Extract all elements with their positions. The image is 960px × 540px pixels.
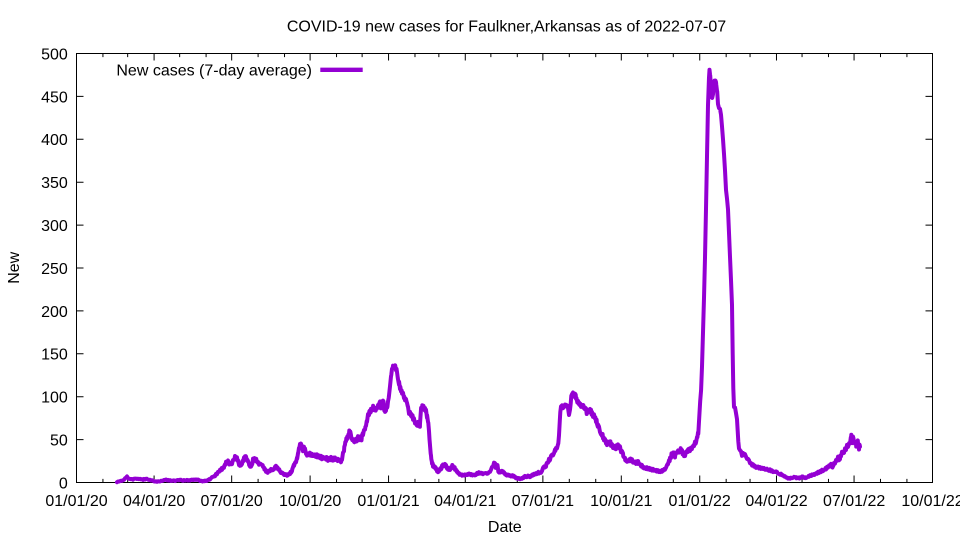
svg-text:500: 500 — [41, 46, 68, 63]
svg-text:50: 50 — [50, 433, 68, 450]
svg-text:400: 400 — [41, 132, 68, 149]
svg-text:450: 450 — [41, 89, 68, 106]
svg-text:01/01/21: 01/01/21 — [357, 493, 419, 510]
svg-text:0: 0 — [59, 475, 68, 492]
svg-text:200: 200 — [41, 304, 68, 321]
svg-text:250: 250 — [41, 261, 68, 278]
svg-text:01/01/20: 01/01/20 — [45, 493, 107, 510]
svg-text:04/01/21: 04/01/21 — [434, 493, 496, 510]
svg-text:04/01/22: 04/01/22 — [745, 493, 807, 510]
svg-text:07/01/21: 07/01/21 — [512, 493, 574, 510]
svg-text:Date: Date — [488, 519, 522, 536]
svg-text:300: 300 — [41, 218, 68, 235]
svg-text:07/01/20: 07/01/20 — [201, 493, 263, 510]
svg-text:COVID-19 new cases for Faulkne: COVID-19 new cases for Faulkner,Arkansas… — [287, 19, 726, 36]
svg-text:01/01/22: 01/01/22 — [669, 493, 731, 510]
svg-text:10/01/20: 10/01/20 — [279, 493, 341, 510]
svg-text:150: 150 — [41, 347, 68, 364]
svg-text:350: 350 — [41, 175, 68, 192]
svg-text:07/01/22: 07/01/22 — [823, 493, 885, 510]
svg-text:New: New — [6, 251, 23, 283]
svg-text:10/01/21: 10/01/21 — [590, 493, 652, 510]
svg-text:New cases (7-day average): New cases (7-day average) — [116, 63, 312, 80]
svg-text:04/01/20: 04/01/20 — [123, 493, 185, 510]
svg-text:10/01/22: 10/01/22 — [901, 493, 960, 510]
svg-text:100: 100 — [41, 390, 68, 407]
